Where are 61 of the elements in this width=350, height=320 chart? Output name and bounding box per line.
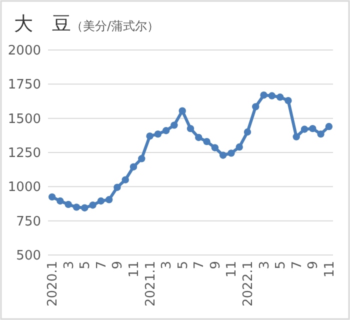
point <box>114 184 121 191</box>
x-tick-label: 5 <box>176 261 191 270</box>
point <box>64 200 72 208</box>
point <box>138 155 146 162</box>
point <box>292 133 300 140</box>
title: 大 豆（美分/蒲式尔） <box>14 14 160 35</box>
point <box>170 122 178 129</box>
x-tick-label: 9 <box>306 261 322 270</box>
y-tick-label: 1500 <box>8 112 41 127</box>
point <box>244 128 252 136</box>
y-tick-label: 1000 <box>8 180 41 196</box>
x-tick-label: 5 <box>274 261 289 270</box>
point <box>268 92 276 100</box>
point <box>154 130 162 138</box>
point <box>236 143 243 151</box>
point <box>252 103 260 110</box>
x-tick-label: 9 <box>208 261 224 270</box>
point <box>317 130 324 138</box>
x-tick-label: 7 <box>94 261 110 270</box>
point <box>195 134 202 142</box>
y-tick-label: 1750 <box>8 78 41 93</box>
point <box>309 124 316 132</box>
point <box>178 107 186 114</box>
x-tick-label: 5 <box>78 261 94 270</box>
point <box>211 144 219 152</box>
point <box>276 94 284 101</box>
y-tick-label: 1250 <box>8 146 41 161</box>
point <box>56 197 64 205</box>
point <box>219 152 227 159</box>
point <box>81 204 88 212</box>
point <box>97 197 105 205</box>
x-tick-label: 2020.1 <box>46 261 61 306</box>
point <box>146 132 154 140</box>
x-tick-label: 2022.1 <box>241 261 256 306</box>
y-tick-label: 750 <box>16 214 41 230</box>
point <box>130 163 138 170</box>
point <box>105 196 113 204</box>
point <box>162 127 170 134</box>
x-tick-label: 11 <box>127 261 142 278</box>
x-tick-label: 11 <box>322 261 338 278</box>
point <box>72 204 80 211</box>
x-tick-label: 7 <box>192 261 208 270</box>
point <box>228 150 235 157</box>
point <box>186 124 194 132</box>
x-tick-label: 3 <box>62 261 77 270</box>
point <box>284 96 292 104</box>
point <box>48 193 56 201</box>
point <box>300 126 308 133</box>
point <box>122 176 129 184</box>
x-tick-label: 9 <box>110 261 126 270</box>
x-tick-label: 3 <box>160 261 175 270</box>
y-tick-label: 500 <box>16 248 41 264</box>
point <box>325 122 333 130</box>
x-tick-label: 7 <box>290 261 305 270</box>
y-tick-label: 2000 <box>8 44 41 58</box>
point <box>260 92 268 99</box>
point <box>203 138 210 146</box>
point <box>89 202 96 209</box>
x-tick-label: 2021.1 <box>143 261 158 306</box>
x-tick-label: 11 <box>224 261 240 278</box>
x-tick-label: 3 <box>257 261 272 270</box>
